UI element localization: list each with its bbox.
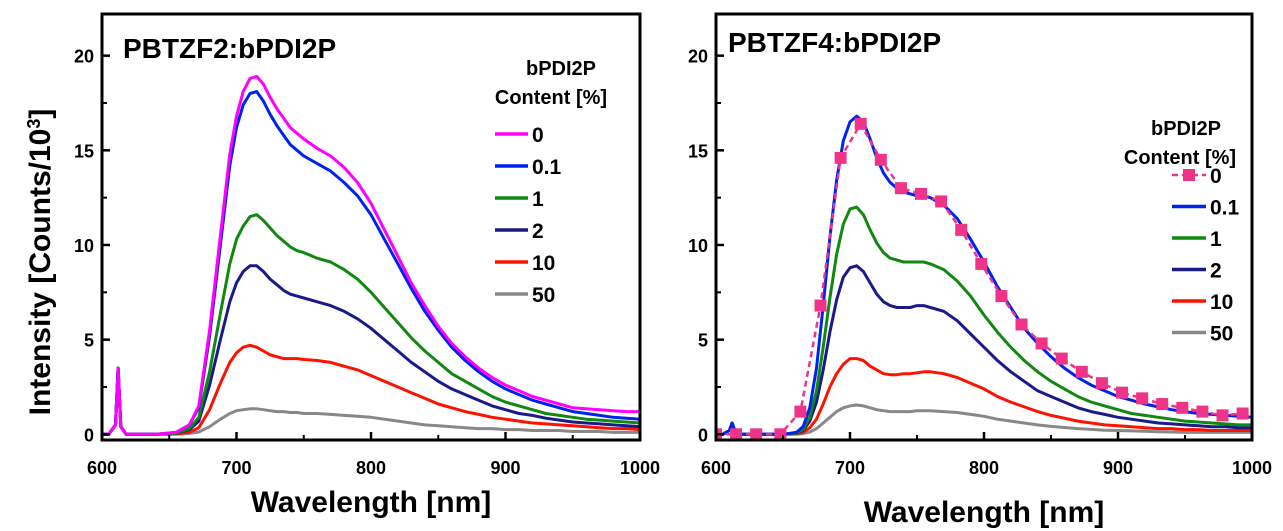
- right-chart-title: PBTZF4:bPDI2P: [728, 27, 941, 58]
- right-x-tick-label: 600: [701, 458, 731, 478]
- right-series-point-0: [814, 299, 827, 312]
- right-legend-label-2: 2: [1210, 260, 1222, 283]
- left-legend-label-0: 0: [532, 124, 544, 147]
- right-plot-lines: [716, 114, 1252, 440]
- left-plot-lines: [102, 75, 640, 436]
- right-series-point-0: [995, 290, 1008, 303]
- left-x-tick-label: 900: [490, 458, 520, 478]
- left-series-line-0: [102, 75, 640, 436]
- left-y-tick-label: 0: [84, 425, 94, 445]
- right-series-line-1: [716, 205, 1252, 436]
- right-series-point-0: [894, 182, 907, 195]
- right-series-point-0: [874, 153, 887, 166]
- right-y-tick-label: 20: [688, 47, 708, 67]
- right-series-point-0: [1196, 405, 1209, 418]
- right-series-point-0: [1216, 409, 1229, 422]
- right-legend-label-0.1: 0.1: [1210, 197, 1240, 220]
- right-y-tick-label: 15: [688, 141, 708, 161]
- left-legend-label-10: 10: [532, 252, 555, 275]
- right-legend-label-1: 1: [1210, 228, 1222, 251]
- left-y-tick-label: 20: [74, 47, 94, 67]
- y-axis-label: Intensity [Counts/103]: [24, 109, 57, 416]
- left-series-line-0.1: [102, 90, 640, 436]
- right-legend-title-line1: bPDI2P: [1151, 118, 1221, 140]
- right-series-point-0: [1015, 318, 1028, 331]
- right-series-point-0: [935, 195, 948, 208]
- right-legend: bPDI2P Content [%] 0 0.1 1 2 10 50: [1124, 118, 1240, 346]
- right-series-point-0: [1055, 352, 1068, 365]
- left-x-tick-label: 700: [221, 458, 251, 478]
- right-x-tick-label: 700: [835, 458, 865, 478]
- right-series-point-0: [955, 223, 968, 236]
- right-legend-items: 0 0.1 1 2 10 50: [1172, 165, 1240, 346]
- right-legend-label-10: 10: [1210, 291, 1233, 314]
- left-legend-label-2: 2: [532, 220, 544, 243]
- right-series-point-0: [915, 187, 928, 200]
- right-series-point-0: [1116, 386, 1129, 399]
- right-series-point-0: [774, 428, 787, 440]
- right-series-point-0: [1075, 365, 1088, 378]
- left-legend-label-50: 50: [532, 284, 555, 307]
- right-series-point-0: [794, 405, 807, 418]
- right-y-tick-label: 5: [698, 331, 708, 351]
- right-x-tick-label: 800: [969, 458, 999, 478]
- right-series-point-0: [834, 151, 847, 164]
- right-legend-marker-0: [1183, 169, 1195, 181]
- left-legend-label-0.1: 0.1: [532, 156, 562, 179]
- left-series-line-1: [102, 213, 640, 436]
- right-legend-label-50: 50: [1210, 323, 1233, 346]
- left-legend-items: 0 0.1 1 2 10 50: [495, 124, 562, 307]
- right-legend-label-0: 0: [1210, 165, 1222, 188]
- right-series-point-0: [750, 428, 763, 440]
- y-axis-label-exponent: 3: [24, 119, 44, 129]
- right-legend-title-line2: Content [%]: [1124, 147, 1236, 169]
- y-axis-label-main: Intensity [Counts/10: [24, 129, 57, 416]
- right-y-tick-label: 10: [688, 236, 708, 256]
- left-series-group: [102, 75, 640, 436]
- left-legend-title-line1: bPDI2P: [526, 58, 596, 80]
- left-y-tick-label: 10: [74, 236, 94, 256]
- y-axis-label-close: ]: [24, 109, 57, 119]
- left-legend-label-1: 1: [532, 188, 544, 211]
- right-series-point-0: [1236, 407, 1249, 420]
- right-x-tick-label: 1000: [1232, 458, 1272, 478]
- right-series-point-0: [1095, 377, 1108, 390]
- left-y-tick-label: 5: [84, 331, 94, 351]
- left-y-tick-label: 15: [74, 141, 94, 161]
- right-series-point-0: [730, 428, 743, 440]
- right-x-tick-label: 900: [1103, 458, 1133, 478]
- left-x-tick-label: 1000: [620, 458, 660, 478]
- right-series-point-0: [975, 257, 988, 270]
- right-series-group: [716, 114, 1252, 440]
- left-x-tick-label: 800: [356, 458, 386, 478]
- right-x-axis-label: Wavelength [nm]: [864, 496, 1105, 529]
- right-series-point-0: [1156, 398, 1169, 411]
- left-x-axis-label: Wavelength [nm]: [251, 486, 492, 519]
- right-series-point-0: [1176, 401, 1189, 414]
- right-series-point-0: [1136, 392, 1149, 405]
- left-legend: bPDI2P Content [%] 0 0.1 1 2 10 50: [495, 58, 607, 307]
- right-plot-frame: [714, 12, 1254, 442]
- right-y-tick-label: 0: [698, 425, 708, 445]
- left-chart-title: PBTZF2:bPDI2P: [123, 33, 336, 64]
- left-x-tick-label: 600: [87, 458, 117, 478]
- left-legend-title-line2: Content [%]: [495, 87, 607, 109]
- right-series-point-0: [1035, 337, 1048, 350]
- right-series-point-0: [854, 117, 867, 130]
- right-series-line-0.1: [716, 114, 1252, 436]
